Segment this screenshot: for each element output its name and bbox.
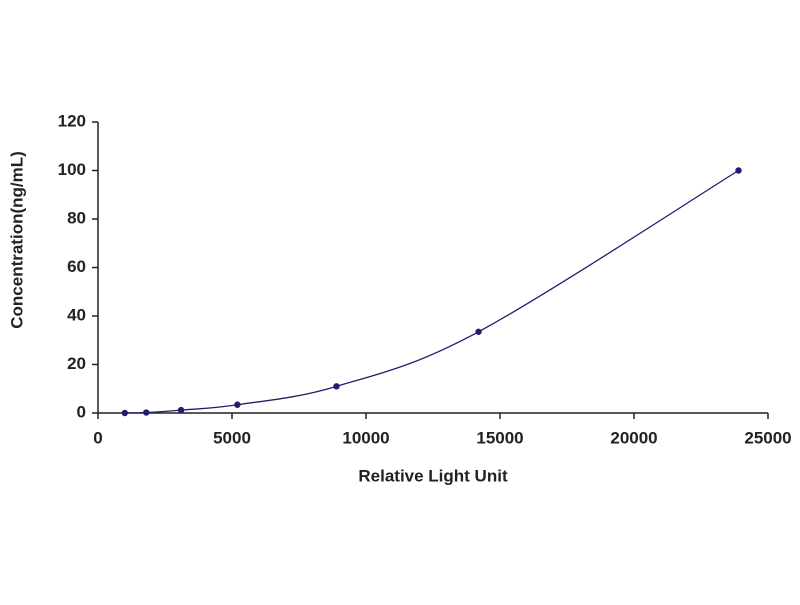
x-axis-label: Relative Light Unit (358, 466, 508, 485)
y-tick-label: 120 (58, 111, 86, 130)
y-tick-label: 20 (67, 354, 86, 373)
y-tick-label: 80 (67, 208, 86, 227)
point (177, 406, 185, 414)
x-tick-label: 15000 (476, 428, 523, 447)
x-tick-label: 10000 (342, 428, 389, 447)
fit-curve (124, 169, 739, 414)
y-axis-label: Concentration(ng/mL) (7, 151, 26, 329)
point (735, 167, 742, 174)
point (143, 409, 150, 416)
point (333, 383, 340, 390)
y-tick-label: 100 (58, 160, 86, 179)
y-tick-label: 40 (67, 305, 86, 324)
point (475, 328, 482, 335)
x-tick-label: 25000 (744, 428, 791, 447)
point (234, 401, 241, 408)
y-tick-label: 0 (77, 402, 86, 421)
x-tick-label: 5000 (213, 428, 251, 447)
x-tick-label: 20000 (610, 428, 657, 447)
x-tick-label: 0 (93, 428, 102, 447)
y-tick-label: 60 (67, 257, 86, 276)
point (121, 409, 128, 417)
